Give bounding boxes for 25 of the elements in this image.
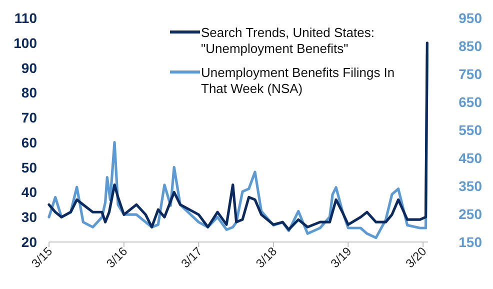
y2-tick-label: 450: [458, 150, 482, 166]
y-tick-label: 50: [21, 159, 38, 176]
x-tick-label: 3/16: [104, 244, 130, 271]
y2-tick-label: 950: [458, 10, 482, 26]
x-tick-label: 3/19: [328, 244, 354, 271]
y-tick-label: 30: [21, 209, 38, 226]
y2-tick-label: 250: [458, 206, 482, 222]
y2-tick-label: 750: [458, 66, 482, 82]
y2-tick-label: 850: [458, 38, 482, 54]
y-tick-label: 70: [21, 110, 38, 126]
y-tick-label: 110: [14, 10, 38, 26]
x-tick-label: 3/18: [253, 244, 280, 271]
y2-tick-label: 150: [458, 234, 482, 250]
y-tick-label: 20: [21, 234, 38, 250]
y-tick-label: 40: [21, 184, 38, 200]
y2-tick-label: 550: [458, 122, 482, 138]
y-tick-label: 90: [21, 60, 38, 76]
y2-tick-label: 650: [458, 94, 482, 110]
x-tick-label: 3/20: [402, 244, 430, 271]
y-tick-label: 60: [21, 134, 38, 150]
y2-tick-label: 350: [458, 178, 482, 194]
legend-label: Search Trends, United States: "Unemployment Benefits": [201, 25, 374, 56]
y-tick-label: 80: [21, 84, 38, 101]
y-tick-label: 100: [14, 34, 38, 51]
legend-label: Unemployment Benefits Filings In That Week (NSA): [201, 65, 395, 96]
